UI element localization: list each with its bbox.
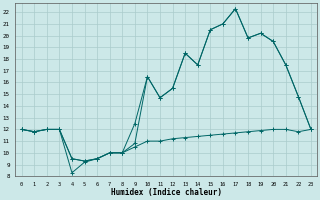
X-axis label: Humidex (Indice chaleur): Humidex (Indice chaleur) [111,188,222,197]
